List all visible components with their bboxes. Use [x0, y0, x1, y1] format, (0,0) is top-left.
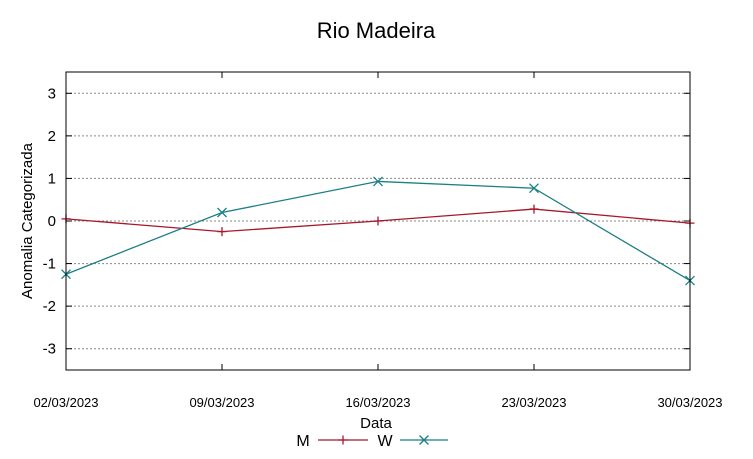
- series: [61, 176, 695, 286]
- y-tick-label: -1: [43, 256, 56, 273]
- x-tick-label: 30/03/2023: [657, 395, 722, 410]
- data-point-plus: [529, 204, 539, 214]
- data-point-x: [419, 435, 429, 445]
- x-tick-label: 16/03/2023: [345, 395, 410, 410]
- data-point-x: [529, 183, 539, 194]
- x-tick-label: 23/03/2023: [501, 395, 566, 410]
- legend-label-m: M: [296, 433, 309, 450]
- y-tick-label: 1: [48, 170, 56, 187]
- data-point-plus: [338, 435, 348, 445]
- y-tick-label: 0: [48, 213, 56, 230]
- chart-title: Rio Madeira: [317, 18, 436, 43]
- x-axis-label: Data: [360, 415, 392, 432]
- y-tick-label: -3: [43, 341, 56, 358]
- plot-frame: [65, 71, 691, 371]
- grid: [66, 92, 690, 350]
- data-point-plus: [217, 227, 227, 237]
- data-point-x: [373, 176, 383, 187]
- x-tick-label: 09/03/2023: [189, 395, 254, 410]
- x-axis-ticks: 02/03/2023 09/03/2023 16/03/2023 23/03/2023…: [33, 72, 723, 410]
- legend-label-w: W: [377, 433, 393, 450]
- y-tick-label: 2: [48, 128, 56, 145]
- y-tick-label: 3: [48, 85, 56, 102]
- x-tick-label: 02/03/2023: [33, 395, 98, 410]
- data-point-x: [217, 207, 227, 218]
- y-axis-label: Anomalia Categorizada: [19, 142, 36, 299]
- data-point-plus: [373, 216, 383, 226]
- y-axis-ticks: -3 -2 -1 0 1 2 3: [43, 85, 690, 358]
- series-line-w: [65, 180, 691, 282]
- y-tick-label: -2: [43, 298, 56, 315]
